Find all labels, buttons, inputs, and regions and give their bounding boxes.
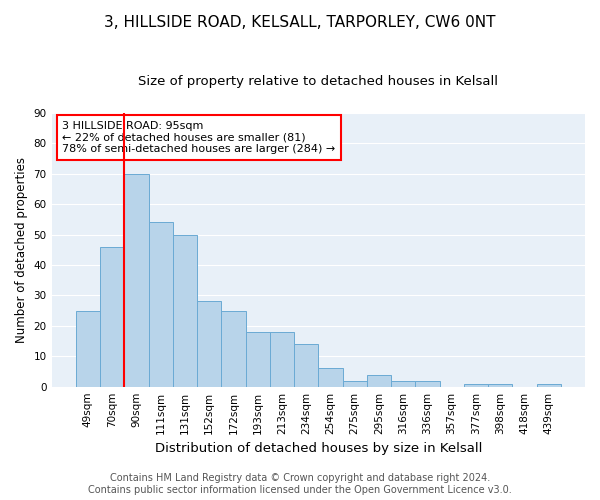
Bar — [343, 380, 367, 386]
Bar — [197, 302, 221, 386]
Bar — [100, 246, 124, 386]
Bar — [245, 332, 270, 386]
Y-axis label: Number of detached properties: Number of detached properties — [15, 156, 28, 342]
Bar — [124, 174, 149, 386]
Bar — [76, 310, 100, 386]
Bar — [464, 384, 488, 386]
Bar — [221, 310, 245, 386]
Bar — [270, 332, 294, 386]
X-axis label: Distribution of detached houses by size in Kelsall: Distribution of detached houses by size … — [155, 442, 482, 455]
Bar — [149, 222, 173, 386]
Bar — [488, 384, 512, 386]
Bar — [173, 234, 197, 386]
Bar — [415, 380, 440, 386]
Bar — [391, 380, 415, 386]
Text: 3 HILLSIDE ROAD: 95sqm
← 22% of detached houses are smaller (81)
78% of semi-det: 3 HILLSIDE ROAD: 95sqm ← 22% of detached… — [62, 121, 335, 154]
Bar — [318, 368, 343, 386]
Bar — [294, 344, 318, 387]
Bar — [367, 374, 391, 386]
Text: 3, HILLSIDE ROAD, KELSALL, TARPORLEY, CW6 0NT: 3, HILLSIDE ROAD, KELSALL, TARPORLEY, CW… — [104, 15, 496, 30]
Text: Contains HM Land Registry data © Crown copyright and database right 2024.
Contai: Contains HM Land Registry data © Crown c… — [88, 474, 512, 495]
Title: Size of property relative to detached houses in Kelsall: Size of property relative to detached ho… — [138, 75, 498, 88]
Bar — [536, 384, 561, 386]
